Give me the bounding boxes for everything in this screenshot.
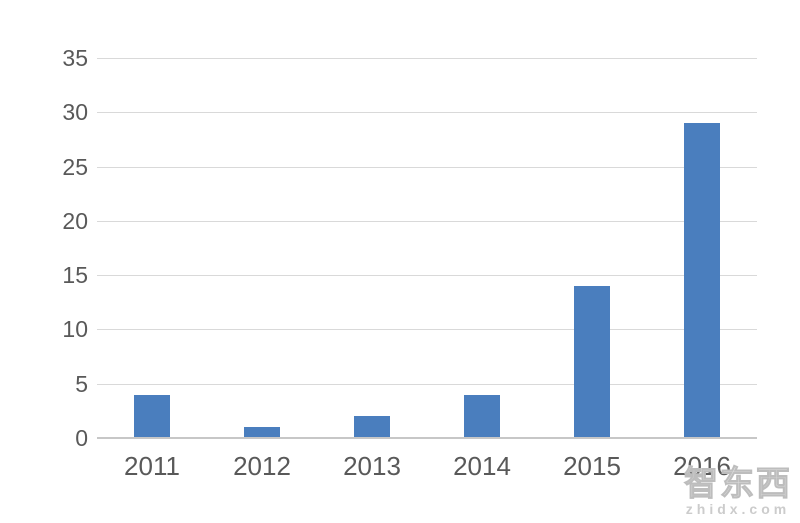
- y-axis-tick-35: 35: [62, 45, 88, 71]
- x-axis-tick-2014: 2014: [453, 451, 511, 481]
- y-axis-tick-10: 10: [62, 316, 88, 342]
- x-axis-tick-2016: 2016: [673, 451, 731, 481]
- watermark-domain-text: zhidx.com: [685, 501, 791, 517]
- bar-2016: [684, 123, 720, 437]
- y-axis-tick-5: 5: [75, 371, 88, 397]
- bar-2014: [464, 395, 500, 437]
- gridline-35: [97, 58, 757, 59]
- gridline-5: [97, 384, 757, 385]
- y-axis-tick-30: 30: [62, 99, 88, 125]
- x-axis-line: [97, 437, 757, 439]
- bar-2012: [244, 427, 280, 437]
- gridline-15: [97, 275, 757, 276]
- bar-2013: [354, 416, 390, 437]
- bar-2015: [574, 286, 610, 437]
- y-axis-tick-0: 0: [75, 425, 88, 451]
- x-axis-tick-2012: 2012: [233, 451, 291, 481]
- watermark: 智东西 zhidx.com: [684, 465, 792, 518]
- x-axis-tick-2011: 2011: [124, 451, 180, 481]
- gridline-10: [97, 329, 757, 330]
- gridline-25: [97, 167, 757, 168]
- y-axis-tick-15: 15: [62, 262, 88, 288]
- watermark-brand-text: 智东西: [684, 465, 792, 503]
- y-axis-tick-20: 20: [62, 208, 88, 234]
- y-axis-tick-25: 25: [62, 154, 88, 180]
- x-axis-tick-2013: 2013: [343, 451, 401, 481]
- gridline-20: [97, 221, 757, 222]
- x-axis-tick-2015: 2015: [563, 451, 621, 481]
- bar-2011: [134, 395, 170, 437]
- gridline-30: [97, 112, 757, 113]
